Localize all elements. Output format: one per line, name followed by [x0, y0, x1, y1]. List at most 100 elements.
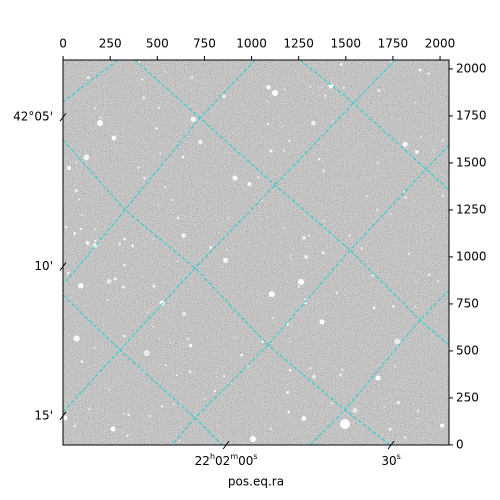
star	[164, 185, 166, 188]
star	[222, 374, 226, 378]
star	[441, 194, 445, 197]
x-tick-label: 1750	[378, 37, 409, 51]
star	[181, 233, 186, 238]
star	[198, 139, 203, 145]
star	[272, 90, 278, 96]
star	[403, 190, 405, 193]
star	[148, 414, 152, 418]
dec-tick-label: 10'	[34, 259, 53, 273]
star	[75, 189, 78, 193]
star	[118, 242, 121, 246]
star	[131, 244, 135, 248]
star	[420, 136, 423, 139]
star	[143, 177, 146, 180]
star	[266, 123, 269, 126]
star	[432, 149, 435, 152]
coordinate-grid	[63, 60, 449, 445]
star	[268, 291, 275, 298]
star	[107, 388, 110, 391]
dec-tick	[59, 112, 67, 122]
star	[272, 317, 274, 319]
star	[176, 260, 179, 263]
star	[240, 353, 244, 357]
star	[73, 232, 76, 235]
star	[309, 367, 312, 370]
star	[269, 149, 273, 153]
y-tick-label: 1250	[456, 202, 487, 216]
star	[222, 94, 227, 99]
star	[321, 251, 325, 255]
star	[298, 279, 304, 285]
star	[269, 427, 272, 430]
star	[151, 325, 154, 328]
star	[322, 169, 325, 173]
star	[266, 100, 269, 103]
star	[281, 126, 283, 128]
grid-line	[63, 60, 256, 286]
star	[157, 204, 160, 207]
star	[341, 368, 344, 372]
star	[142, 96, 146, 100]
star	[257, 176, 260, 179]
star	[342, 86, 345, 89]
star	[309, 85, 312, 88]
star	[310, 120, 316, 126]
star	[372, 306, 376, 310]
star	[121, 285, 125, 289]
y-tick-label: 750	[456, 296, 479, 310]
star	[328, 83, 334, 89]
star	[126, 434, 129, 437]
star	[283, 226, 285, 229]
star	[78, 198, 81, 201]
star	[297, 285, 300, 288]
y-tick-label: 1500	[456, 155, 487, 169]
star	[288, 368, 292, 372]
star	[330, 402, 333, 405]
star	[99, 116, 102, 119]
star	[441, 139, 444, 142]
star	[164, 70, 166, 73]
star	[418, 68, 422, 72]
star	[158, 338, 161, 340]
star	[289, 257, 292, 260]
star	[190, 76, 194, 79]
star	[171, 198, 174, 202]
star	[146, 311, 149, 314]
x-tick-label: 1250	[283, 37, 314, 51]
star	[141, 78, 144, 81]
ra-tick	[387, 440, 395, 450]
star	[190, 116, 196, 122]
star	[188, 344, 193, 348]
star	[375, 375, 381, 381]
x-tick-label: 1000	[236, 37, 267, 51]
star	[78, 283, 84, 289]
star	[169, 342, 171, 344]
grid-line	[63, 139, 391, 445]
star	[111, 135, 117, 141]
star	[204, 398, 207, 400]
star	[383, 405, 386, 408]
star	[83, 154, 90, 161]
star	[93, 346, 96, 349]
star	[289, 255, 292, 257]
star	[285, 390, 289, 394]
grid-line	[63, 60, 396, 413]
star	[324, 94, 327, 97]
star	[75, 161, 78, 164]
y-tick-label: 500	[456, 343, 479, 357]
x-tick-label: 0	[59, 37, 67, 51]
star	[188, 370, 192, 374]
star	[110, 426, 116, 432]
y-tick-label: 1750	[456, 108, 487, 122]
star	[155, 127, 158, 130]
star	[123, 334, 126, 338]
star	[319, 319, 325, 325]
star	[232, 175, 238, 181]
star	[182, 311, 187, 316]
star	[388, 427, 392, 431]
star	[227, 217, 230, 220]
dec-tick-label: 42°05'	[13, 110, 53, 124]
grid-line	[63, 60, 119, 103]
star	[88, 408, 91, 411]
